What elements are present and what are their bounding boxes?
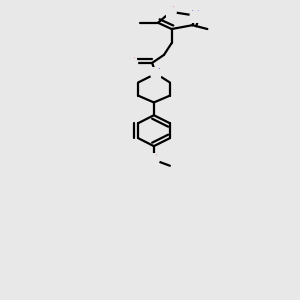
Circle shape — [148, 154, 159, 165]
Text: N: N — [191, 9, 200, 22]
Circle shape — [127, 58, 137, 68]
Text: O: O — [128, 56, 137, 69]
Circle shape — [190, 10, 201, 21]
Circle shape — [151, 68, 161, 79]
Text: O: O — [166, 5, 176, 18]
Text: O: O — [149, 153, 158, 166]
Text: N: N — [152, 67, 160, 80]
Circle shape — [166, 6, 176, 17]
